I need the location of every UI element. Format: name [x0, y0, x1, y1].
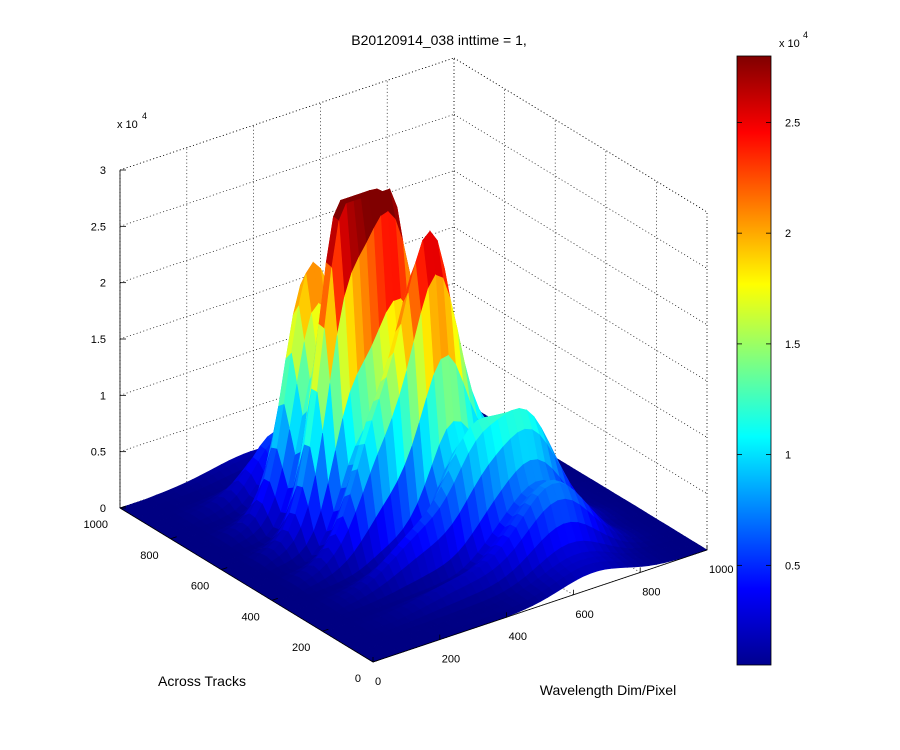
surface-mesh: [119, 188, 708, 663]
y-tick-label: 0: [355, 673, 361, 685]
x-axis-label: Wavelength Dim/Pixel: [540, 682, 676, 698]
y-tick-mark: [271, 598, 278, 601]
z-gridline: [453, 226, 708, 382]
z-gridline: [119, 114, 455, 227]
colorbar-tick-label: 1: [785, 450, 791, 462]
z-gridline: [453, 114, 708, 269]
colorbar: 0.5 1 1.5 2 2.5 x 10 4: [736, 30, 808, 666]
colorbar-tick-label: 0.5: [785, 560, 800, 572]
colorbar-exponent-power: 4: [803, 30, 808, 40]
z-gridline: [453, 339, 708, 494]
x-tick-label: 400: [509, 631, 527, 643]
colorbar-tick-label: 2.5: [785, 117, 800, 129]
x-tick-label: 200: [442, 654, 460, 666]
chart-title: B20120914_038 inttime = 1,: [351, 32, 527, 48]
y-tick-mark: [170, 536, 177, 540]
y-tick-label: 800: [140, 550, 158, 562]
y-tick-label: 600: [191, 581, 209, 593]
y-tick-mark: [322, 628, 329, 632]
box-top-edge: [453, 57, 708, 213]
y-tick-label: 1000: [84, 519, 108, 531]
x-tick-label: 800: [642, 586, 660, 598]
x-tick-label: 0: [375, 676, 381, 688]
z-exponent: x 10: [117, 119, 138, 131]
colorbar-gradient: [736, 55, 772, 666]
z-tick-label: 1: [100, 390, 106, 402]
y-tick-mark: [372, 659, 380, 663]
x-axis-line: [372, 549, 708, 663]
z-tick-label: 2.5: [91, 221, 106, 233]
x-tick-label: 600: [575, 609, 593, 621]
y-tick-label: 200: [292, 642, 310, 654]
z-gridline: [453, 170, 708, 325]
x-tick-label: 1000: [709, 564, 733, 576]
z-exponent-power: 4: [142, 111, 147, 121]
axes-ticks: 0 200 400 600 800 1000 0 200 400 600 800 1000 0 0.5 1 1…: [84, 165, 734, 688]
z-tick-label: 0: [100, 503, 106, 515]
z-tick-label: 1.5: [91, 334, 106, 346]
z-tick-label: 3: [100, 165, 106, 177]
y-tick-label: 400: [241, 611, 259, 623]
colorbar-ticks: 0.5 1 1.5 2 2.5: [737, 117, 800, 572]
z-gridline: [453, 283, 708, 438]
colorbar-exponent: x 10: [779, 38, 800, 50]
z-gridline: [119, 57, 455, 171]
z-tick-label: 2: [100, 278, 106, 290]
z-gridline: [453, 57, 708, 213]
y-axis-label: Across Tracks: [158, 673, 246, 689]
colorbar-tick-label: 2: [785, 228, 791, 240]
y-tick-mark: [221, 567, 228, 570]
y-axis-line: [119, 507, 374, 663]
colorbar-tick-label: 1.5: [785, 339, 800, 351]
z-tick-label: 0.5: [91, 447, 106, 459]
